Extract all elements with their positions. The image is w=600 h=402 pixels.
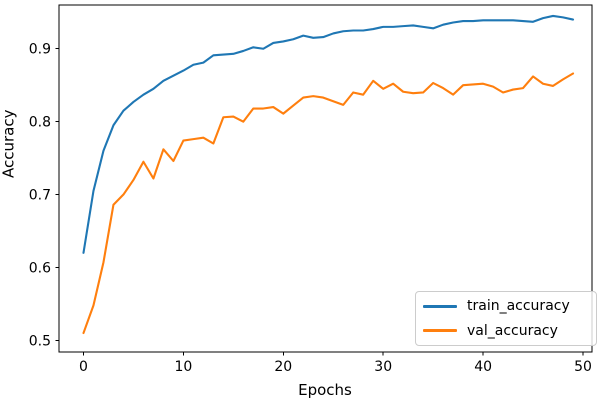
x-tick-label: 40 (474, 359, 492, 375)
x-tick-label: 10 (174, 359, 192, 375)
val-accuracy-line (82, 72, 575, 335)
val-accuracy-legend-line (423, 329, 457, 333)
y-tick-label: 0.6 (29, 260, 51, 276)
y-axis-label: Accuracy (0, 109, 18, 178)
y-tick-label: 0.7 (29, 188, 51, 204)
train-accuracy-legend-line (423, 304, 457, 308)
x-tick-label: 30 (374, 359, 392, 375)
x-tick-label: 50 (574, 359, 592, 375)
y-tick-label: 0.8 (29, 115, 51, 131)
x-tick-label: 20 (274, 359, 292, 375)
x-axis-label-wrap: Epochs (0, 383, 600, 398)
val-accuracy-legend-label: val_accuracy (467, 322, 558, 339)
axes-border (58, 4, 593, 353)
train-accuracy-line (82, 14, 575, 254)
y-tick-label: 0.9 (29, 42, 51, 58)
legend-item-val-accuracy: val_accuracy (423, 320, 596, 342)
x-tick-label: 0 (79, 359, 88, 375)
legend-item-train-accuracy: train_accuracy (423, 295, 596, 317)
train-accuracy-legend-label: train_accuracy (467, 298, 570, 315)
legend: train_accuracy val_accuracy (415, 291, 597, 346)
x-axis-label: Epochs (298, 381, 352, 399)
y-tick-label: 0.5 (29, 333, 51, 349)
